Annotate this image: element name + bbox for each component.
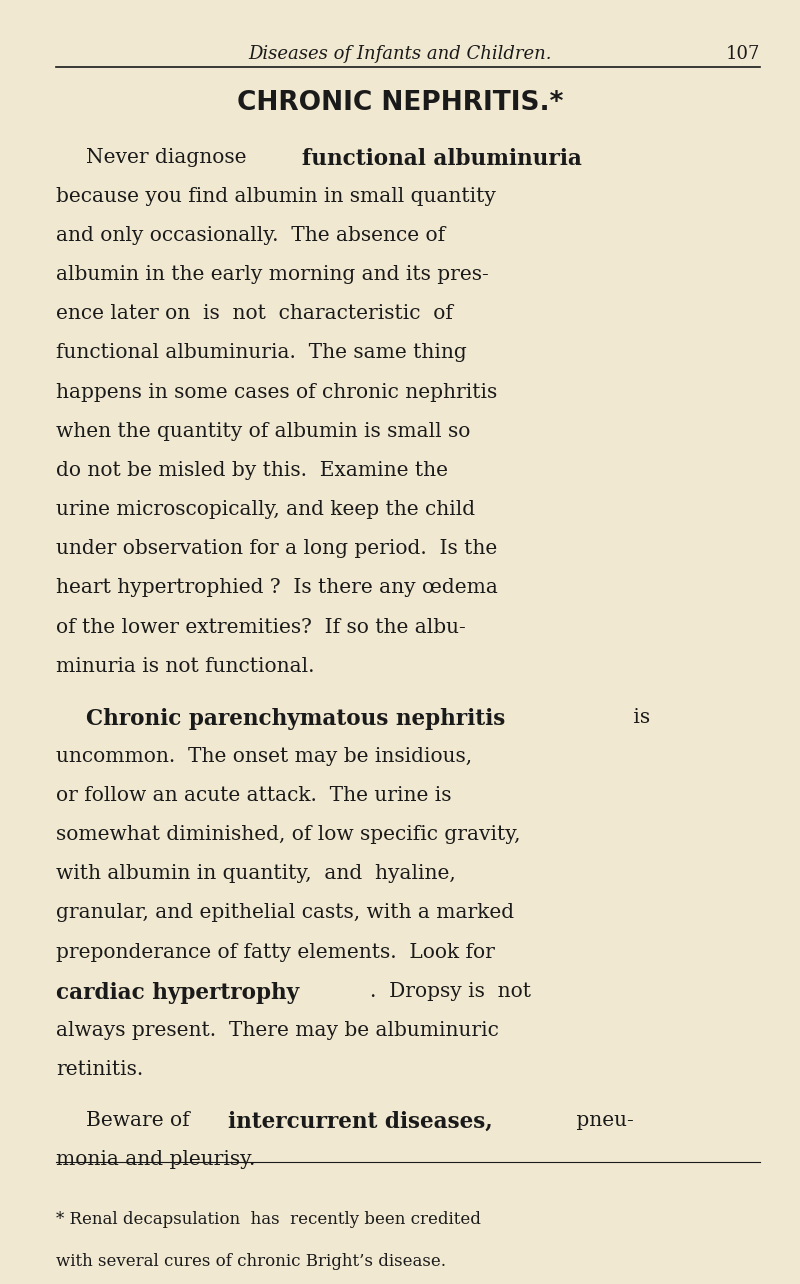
Text: pneu-: pneu- (570, 1111, 634, 1130)
Text: functional albuminuria.  The same thing: functional albuminuria. The same thing (56, 343, 466, 362)
Text: * Renal decapsulation  has  recently been credited: * Renal decapsulation has recently been … (56, 1211, 481, 1228)
Text: Chronic parenchymatous nephritis: Chronic parenchymatous nephritis (86, 707, 506, 729)
Text: urine microscopically, and keep the child: urine microscopically, and keep the chil… (56, 499, 475, 519)
Text: intercurrent diseases,: intercurrent diseases, (228, 1111, 493, 1132)
Text: functional albuminuria: functional albuminuria (302, 148, 582, 169)
Text: and only occasionally.  The absence of: and only occasionally. The absence of (56, 226, 445, 245)
Text: uncommon.  The onset may be insidious,: uncommon. The onset may be insidious, (56, 747, 472, 765)
Text: albumin in the early morning and its pres-: albumin in the early morning and its pre… (56, 265, 489, 284)
Text: ence later on  is  not  characteristic  of: ence later on is not characteristic of (56, 304, 453, 324)
Text: Diseases of Infants and Children.: Diseases of Infants and Children. (248, 45, 552, 63)
Text: under observation for a long period.  Is the: under observation for a long period. Is … (56, 539, 498, 559)
Text: preponderance of fatty elements.  Look for: preponderance of fatty elements. Look fo… (56, 942, 495, 962)
Text: Never diagnose: Never diagnose (86, 148, 254, 167)
Text: or follow an acute attack.  The urine is: or follow an acute attack. The urine is (56, 786, 451, 805)
Text: minuria is not functional.: minuria is not functional. (56, 656, 314, 675)
Text: is: is (627, 707, 650, 727)
Text: happens in some cases of chronic nephritis: happens in some cases of chronic nephrit… (56, 383, 498, 402)
Text: 107: 107 (726, 45, 760, 63)
Text: CHRONIC NEPHRITIS.*: CHRONIC NEPHRITIS.* (237, 90, 563, 116)
Text: because you find albumin in small quantity: because you find albumin in small quanti… (56, 186, 496, 205)
Text: somewhat diminished, of low specific gravity,: somewhat diminished, of low specific gra… (56, 826, 521, 844)
Text: of the lower extremities?  If so the albu-: of the lower extremities? If so the albu… (56, 618, 466, 637)
Text: monia and pleurisy.: monia and pleurisy. (56, 1150, 255, 1170)
Text: when the quantity of albumin is small so: when the quantity of albumin is small so (56, 421, 470, 440)
Text: granular, and epithelial casts, with a marked: granular, and epithelial casts, with a m… (56, 904, 514, 922)
Text: cardiac hypertrophy: cardiac hypertrophy (56, 982, 299, 1004)
Text: heart hypertrophied ?  Is there any œdema: heart hypertrophied ? Is there any œdema (56, 578, 498, 597)
Text: Beware of: Beware of (86, 1111, 197, 1130)
Text: with several cures of chronic Bright’s disease.: with several cures of chronic Bright’s d… (56, 1253, 446, 1270)
Text: .  Dropsy is  not: . Dropsy is not (370, 982, 530, 1000)
Text: do not be misled by this.  Examine the: do not be misled by this. Examine the (56, 461, 448, 480)
Text: always present.  There may be albuminuric: always present. There may be albuminuric (56, 1021, 499, 1040)
Text: retinitis.: retinitis. (56, 1061, 143, 1079)
Text: with albumin in quantity,  and  hyaline,: with albumin in quantity, and hyaline, (56, 864, 456, 883)
